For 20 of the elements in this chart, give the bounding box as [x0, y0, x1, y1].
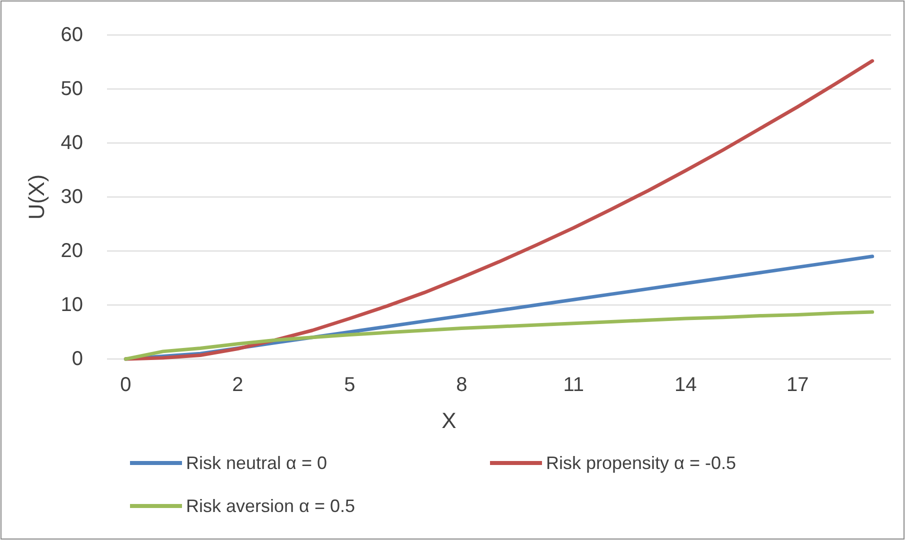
x-tick-label: 0	[120, 374, 132, 396]
x-tick-label: 14	[674, 374, 697, 396]
y-tick-label: 60	[60, 24, 83, 46]
x-tick-label: 17	[786, 374, 809, 396]
y-tick-label: 50	[60, 78, 83, 100]
y-tick-label: 10	[60, 294, 83, 316]
legend-label: Risk neutral α = 0	[186, 453, 327, 473]
x-axis-title: X	[442, 408, 457, 433]
x-tick-label: 11	[563, 374, 584, 396]
line-series	[124, 310, 874, 361]
x-tick-label: 2	[232, 374, 244, 396]
y-tick-label: 30	[60, 186, 83, 208]
x-tick-label: 8	[456, 374, 468, 396]
y-tick-label: 40	[60, 132, 83, 154]
y-axis-title: U(X)	[24, 174, 49, 220]
y-tick-label: 0	[72, 348, 83, 370]
y-tick-label: 20	[60, 240, 83, 262]
legend-label: Risk aversion α = 0.5	[186, 496, 355, 516]
legend-label: Risk propensity α = -0.5	[546, 453, 736, 473]
x-tick-label: 5	[344, 374, 356, 396]
